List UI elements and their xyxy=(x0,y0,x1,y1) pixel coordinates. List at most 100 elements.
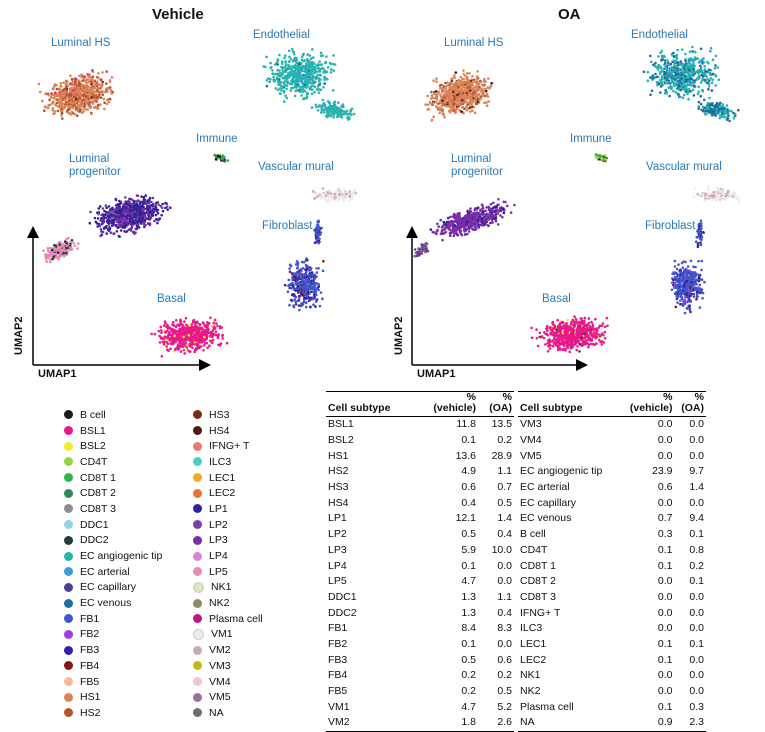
table-cell-oa: 0.0 xyxy=(675,652,707,668)
cell-cluster xyxy=(42,237,79,263)
legend-item: FB4 xyxy=(64,658,162,674)
cluster-label-immune-oa: Immune xyxy=(570,133,612,146)
table-cell-oa: 0.0 xyxy=(675,417,707,433)
table-cell-subtype: VM4 xyxy=(518,433,620,449)
legend-swatch xyxy=(64,646,73,655)
table-cell-oa: 28.9 xyxy=(478,448,514,464)
table-cell-oa: 5.2 xyxy=(478,699,514,715)
legend-swatch xyxy=(193,646,202,655)
table-cell-subtype: VM3 xyxy=(518,417,620,433)
cell-cluster xyxy=(697,95,739,122)
legend-swatch xyxy=(193,677,202,686)
table-cell-subtype: NK2 xyxy=(518,684,620,700)
col-header-oa-r: %(OA) xyxy=(675,392,707,417)
legend-item: FB5 xyxy=(64,674,162,690)
vehicle-y-axis-label: UMAP2 xyxy=(13,315,25,355)
table-cell-vehicle: 0.1 xyxy=(415,433,478,449)
cell-cluster xyxy=(284,257,325,311)
col-header-oa: %(OA) xyxy=(478,392,514,417)
legend-item: LP5 xyxy=(193,564,263,580)
legend-swatch xyxy=(64,442,73,451)
legend-item: VM3 xyxy=(193,658,263,674)
col-header-subtype-r: Cell subtype xyxy=(518,392,620,417)
table-cell-subtype: LP2 xyxy=(326,527,415,543)
table-cell-vehicle: 0.6 xyxy=(620,480,675,496)
table-cell-oa: 0.1 xyxy=(675,574,707,590)
table-cell-subtype: DDC1 xyxy=(326,590,415,606)
table-cell-vehicle: 0.5 xyxy=(415,652,478,668)
table-cell-oa: 1.1 xyxy=(478,464,514,480)
table-cell-vehicle: 0.0 xyxy=(620,605,675,621)
table-cell-oa: 0.3 xyxy=(675,699,707,715)
legend-label: NK2 xyxy=(209,597,229,609)
legend-label: EC arterial xyxy=(80,566,130,578)
table-cell-oa: 9.7 xyxy=(675,464,707,480)
legend-item: LP2 xyxy=(193,517,263,533)
table-cell-subtype: FB2 xyxy=(326,637,415,653)
table-cell-vehicle: 1.3 xyxy=(415,590,478,606)
legend-swatch xyxy=(193,582,204,593)
legend-swatch xyxy=(64,708,73,717)
table-cell-vehicle: 0.2 xyxy=(415,684,478,700)
col-header-vehicle-r-label: (vehicle) xyxy=(622,403,673,414)
legend-label: VM1 xyxy=(211,628,233,640)
table-cell-subtype: NK1 xyxy=(518,668,620,684)
legend-label: FB5 xyxy=(80,676,99,688)
legend-swatch xyxy=(64,536,73,545)
legend-item: ILC3 xyxy=(193,454,263,470)
cluster-label-immune: Immune xyxy=(196,133,238,146)
table-cell-oa: 0.4 xyxy=(478,605,514,621)
table-cell-vehicle: 0.0 xyxy=(620,495,675,511)
table-cell-vehicle: 13.6 xyxy=(415,448,478,464)
legend-item: EC venous xyxy=(64,595,162,611)
table-cell-oa: 0.4 xyxy=(478,527,514,543)
legend-label: CD8T 3 xyxy=(80,503,116,515)
table-cell-oa: 0.1 xyxy=(675,637,707,653)
table-cell-vehicle: 4.9 xyxy=(415,464,478,480)
table-cell-vehicle: 23.9 xyxy=(620,464,675,480)
legend-swatch xyxy=(64,410,73,419)
table-cell-vehicle: 0.1 xyxy=(620,558,675,574)
table-cell-subtype: NA xyxy=(518,715,620,731)
legend-label: CD8T 1 xyxy=(80,472,116,484)
legend-label: EC venous xyxy=(80,597,131,609)
legend-label: BSL2 xyxy=(80,440,106,452)
legend-label: FB2 xyxy=(80,628,99,640)
cluster-label-basal: Basal xyxy=(157,293,186,306)
legend-swatch xyxy=(193,567,202,576)
legend-label: BSL1 xyxy=(80,425,106,437)
table-cell-vehicle: 0.4 xyxy=(415,495,478,511)
legend-item: HS4 xyxy=(193,423,263,439)
legend-label: Plasma cell xyxy=(209,613,263,625)
legend-swatch xyxy=(193,426,202,435)
table-cell-vehicle: 0.0 xyxy=(620,417,675,433)
legend-swatch xyxy=(64,552,73,561)
legend-item: CD8T 2 xyxy=(64,485,162,501)
legend-item: Plasma cell xyxy=(193,611,263,627)
legend-label: NA xyxy=(209,707,224,719)
table-cell-oa: 0.0 xyxy=(675,590,707,606)
legend-label: LP4 xyxy=(209,550,228,562)
legend-label: LP1 xyxy=(209,503,228,515)
table-cell-subtype: VM2 xyxy=(326,715,415,731)
table-cell-oa: 8.3 xyxy=(478,621,514,637)
legend-label: FB1 xyxy=(80,613,99,625)
table-cell-vehicle: 0.0 xyxy=(620,590,675,606)
legend-item: LP1 xyxy=(193,501,263,517)
legend-swatch xyxy=(193,442,202,451)
legend-swatch xyxy=(64,504,73,513)
legend-swatch xyxy=(193,708,202,717)
